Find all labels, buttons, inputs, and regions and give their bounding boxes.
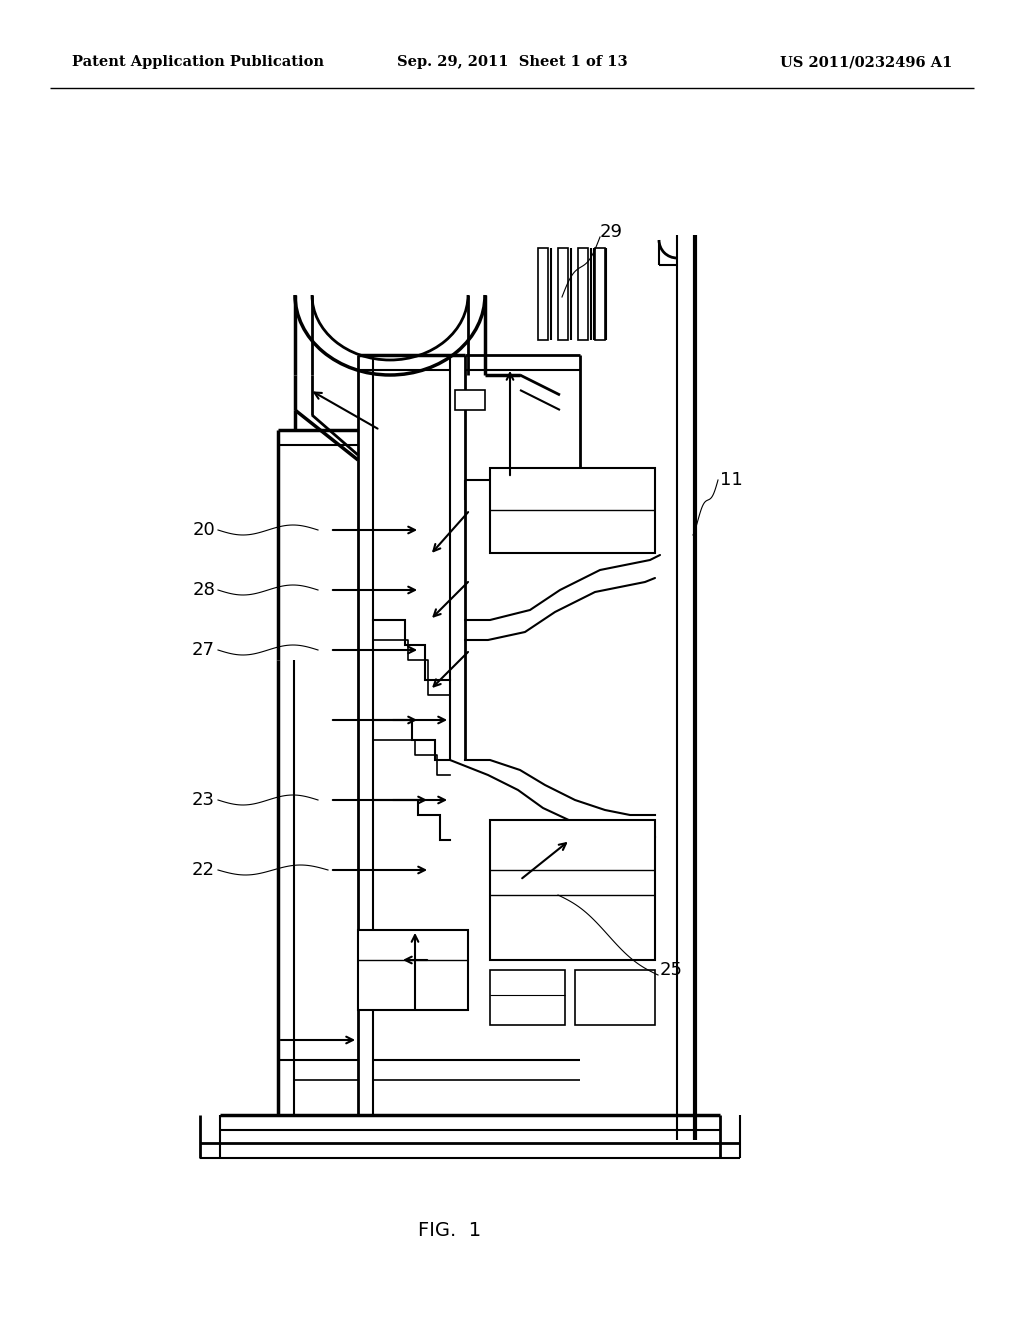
- Bar: [490, 820, 655, 960]
- Bar: [490, 469, 655, 553]
- Text: 22: 22: [193, 861, 215, 879]
- Bar: [578, 248, 588, 341]
- Text: 28: 28: [193, 581, 215, 599]
- Bar: [595, 248, 605, 341]
- Bar: [358, 931, 468, 1010]
- Text: US 2011/0232496 A1: US 2011/0232496 A1: [779, 55, 952, 69]
- Text: 11: 11: [720, 471, 742, 488]
- Bar: [575, 970, 655, 1026]
- Text: 27: 27: [193, 642, 215, 659]
- Bar: [490, 970, 565, 1026]
- Text: Sep. 29, 2011  Sheet 1 of 13: Sep. 29, 2011 Sheet 1 of 13: [396, 55, 628, 69]
- Bar: [558, 248, 568, 341]
- Text: 25: 25: [660, 961, 683, 979]
- Text: 29: 29: [600, 223, 623, 242]
- Text: Patent Application Publication: Patent Application Publication: [72, 55, 324, 69]
- Bar: [538, 248, 548, 341]
- Text: 23: 23: [193, 791, 215, 809]
- Text: 20: 20: [193, 521, 215, 539]
- Bar: [455, 389, 485, 411]
- Text: FIG.  1: FIG. 1: [419, 1221, 481, 1239]
